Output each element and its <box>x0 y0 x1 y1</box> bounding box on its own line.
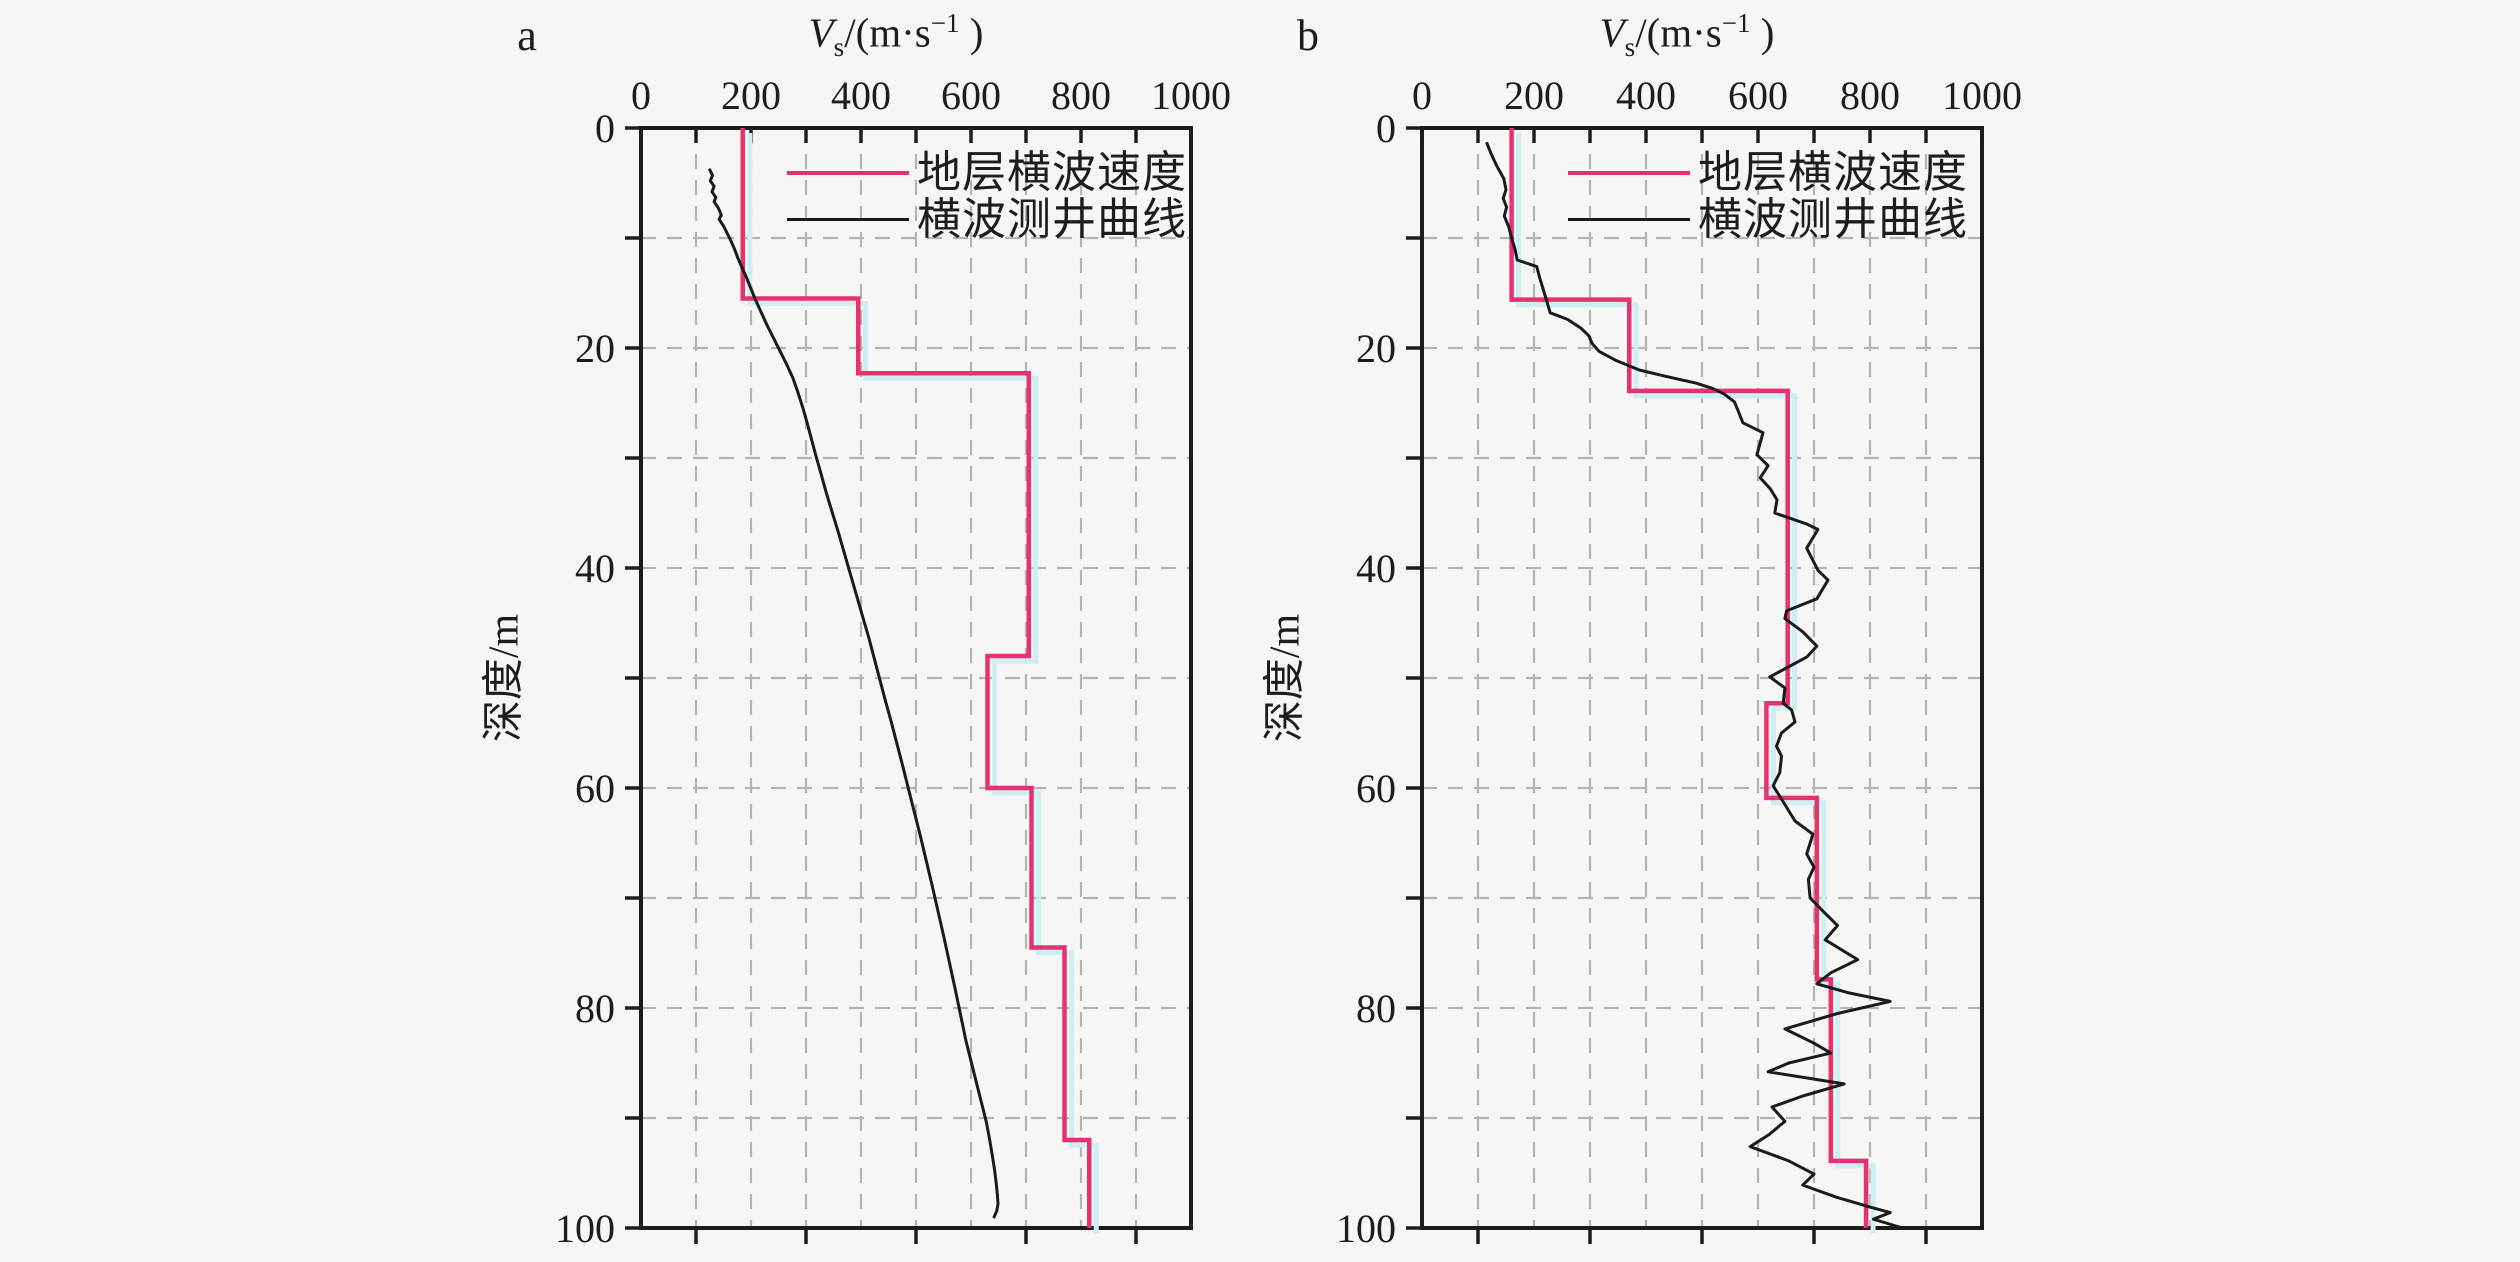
panel-a-x-tick-label: 1000 <box>1151 73 1231 118</box>
panel-b-x-tick-label: 600 <box>1728 73 1788 118</box>
legend-row-formation-velocity: 地层横波速度 <box>1568 149 1968 196</box>
legend-label-formation-velocity: 地层横波速度 <box>917 147 1187 197</box>
legend-row-formation-velocity: 地层横波速度 <box>787 149 1187 196</box>
panel-b-legend: 地层横波速度 横波测井曲线 <box>1568 149 1968 243</box>
panel-a-formation-velocity-step-line <box>740 128 1092 1228</box>
legend-label-formation-velocity: 地层横波速度 <box>1698 147 1968 197</box>
panel-b-formation-velocity-shadow <box>1516 133 1876 1233</box>
panel-b-y-tick-label: 0 <box>1376 106 1396 151</box>
panel-b-x-tick-label: 1000 <box>1942 73 2022 118</box>
legend-row-log-curve: 横波测井曲线 <box>1568 196 1968 243</box>
panel-a-y-tick-label: 60 <box>575 766 615 811</box>
panel-b-y-axis-title: 深度/m <box>1262 613 1309 743</box>
panel-a-y-axis-title: 深度/m <box>481 613 528 743</box>
panel-b-x-tick-label: 800 <box>1840 73 1900 118</box>
panel-a-x-tick-label: 600 <box>941 73 1001 118</box>
panel-b-y-tick-label: 40 <box>1356 546 1396 591</box>
panel-b-x-tick-label: 400 <box>1616 73 1676 118</box>
vs-symbol: V <box>1599 9 1625 56</box>
legend-line-pink <box>1568 170 1690 175</box>
panel-b-y-tick-label: 60 <box>1356 766 1396 811</box>
legend-line-black <box>1568 218 1690 221</box>
panel-b-formation-velocity-step-line <box>1509 128 1869 1228</box>
unit-text: /(m·s <box>844 9 931 56</box>
panel-b-y-tick-label: 20 <box>1356 326 1396 371</box>
panel-a-formation-velocity-shadow <box>747 133 1099 1233</box>
panel-a-x-tick-label: 200 <box>721 73 781 118</box>
panel-a-y-tick-label: 20 <box>575 326 615 371</box>
unit-close: ) <box>1750 9 1775 56</box>
unit-exponent: −1 <box>1721 8 1751 38</box>
panel-b-x-tick-label: 200 <box>1504 73 1564 118</box>
legend-line-black <box>787 218 909 221</box>
vs-subscript: s <box>833 31 845 62</box>
panel-a-y-tick-label: 80 <box>575 986 615 1031</box>
vs-symbol: V <box>808 9 834 56</box>
panel-a-y-tick-label: 40 <box>575 546 615 591</box>
panel-a-x-tick-label: 400 <box>831 73 891 118</box>
panel-b-letter: b <box>1297 11 1319 60</box>
panel-a-x-axis-title: Vs/(m·s−1 ) <box>809 8 984 63</box>
legend-label-log-curve: 横波测井曲线 <box>1698 194 1968 244</box>
panel-a-legend: 地层横波速度 横波测井曲线 <box>787 149 1187 243</box>
legend-line-pink <box>787 170 909 175</box>
panel-a-x-tick-label: 0 <box>631 73 651 118</box>
panel-b-y-tick-label: 100 <box>1336 1206 1396 1251</box>
unit-exponent: −1 <box>930 8 960 38</box>
panel-a-y-tick-label: 0 <box>595 106 615 151</box>
legend-label-log-curve: 横波测井曲线 <box>917 194 1187 244</box>
vs-subscript: s <box>1624 31 1636 62</box>
panel-a-shear-wave-log-curve <box>708 168 1000 1219</box>
unit-close: ) <box>959 9 984 56</box>
panel-a-y-tick-label: 100 <box>555 1206 615 1251</box>
panel-a-letter: a <box>517 11 537 60</box>
panel-b-shear-wave-log-curve <box>1485 141 1904 1230</box>
unit-text: /(m·s <box>1635 9 1722 56</box>
legend-row-log-curve: 横波测井曲线 <box>787 196 1187 243</box>
panel-b-x-tick-label: 0 <box>1412 73 1432 118</box>
panel-a-x-tick-label: 800 <box>1051 73 1111 118</box>
panel-b-y-tick-label: 80 <box>1356 986 1396 1031</box>
panel-b-x-axis-title: Vs/(m·s−1 ) <box>1600 8 1775 63</box>
